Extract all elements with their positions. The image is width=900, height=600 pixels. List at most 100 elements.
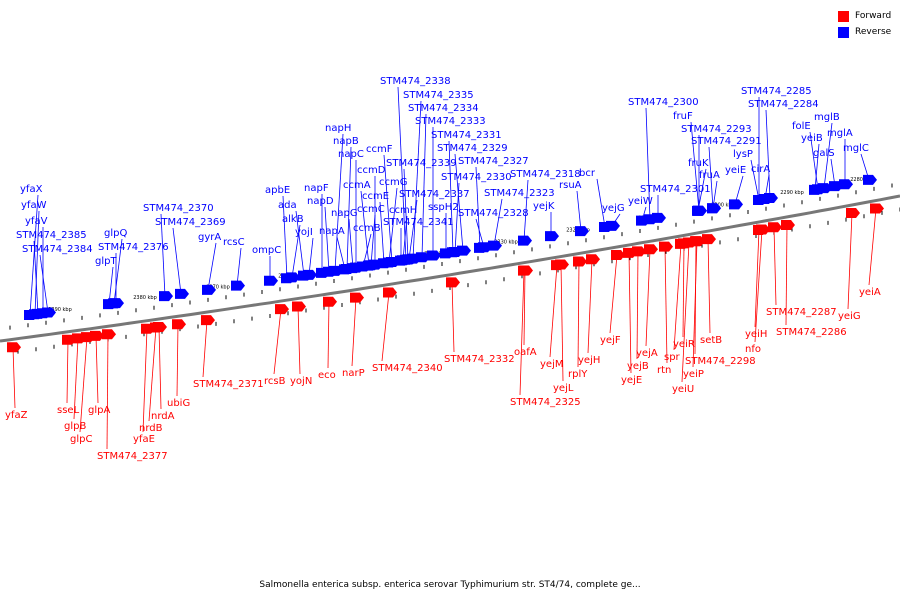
leader-line: [273, 309, 282, 375]
scale-label: 2330 kbp: [494, 240, 518, 246]
gene-arrow-stm474-2340: [383, 287, 397, 298]
leader-line: [73, 338, 79, 420]
gene-arrow-mglc: [863, 174, 877, 185]
leader-line: [609, 254, 618, 334]
gene-label-yeia: yeiA: [859, 287, 881, 298]
gene-label-glpb: glpB: [64, 421, 86, 432]
leader-line: [348, 218, 354, 269]
gene-arrow-stm474-2318: [518, 235, 532, 246]
gene-label-stm474-2298: STM474_2298: [685, 356, 756, 367]
forward-genes-group: yfaZ sseLglpBglpCglpASTM474_2377yfaEnrdBn…: [5, 203, 884, 462]
gene-label-ccmd: ccmD: [357, 165, 386, 176]
gene-arrow-stm474-2384: [42, 307, 56, 318]
gene-label-yfaz: yfaZ: [5, 410, 28, 421]
leader-line: [493, 198, 503, 246]
leader-line: [297, 306, 301, 375]
gene-label-stm474-2328: STM474_2328: [458, 208, 529, 219]
gene-label-ccmf: ccmF: [366, 144, 393, 155]
leader-line: [454, 182, 460, 252]
scale-label: 2370 kbp: [206, 284, 230, 290]
gene-label-narp: narP: [342, 368, 365, 379]
gene-label-ccmh: ccmH: [389, 205, 417, 216]
leader-line: [39, 254, 49, 313]
gene-label-ssel: sseL: [57, 405, 80, 416]
gene-label-stm474-2340: STM474_2340: [372, 363, 443, 374]
legend-forward: Forward: [838, 8, 900, 24]
gene-label-ada: ada: [278, 200, 297, 211]
gene-label-yejb: yejB: [627, 361, 649, 372]
gene-label-stm474-2333: STM474_2333: [415, 116, 486, 127]
scale-label: 2380 kbp: [133, 295, 157, 301]
gene-label-ccma: ccmA: [343, 180, 371, 191]
leader-line: [324, 206, 330, 272]
gene-label-bcr: bcr: [579, 168, 596, 179]
gene-label-stm474-2384: STM474_2384: [22, 244, 93, 255]
gene-label-yeip: yeiP: [683, 369, 704, 380]
leader-line: [308, 237, 314, 275]
leader-line: [690, 121, 700, 211]
leader-line: [560, 264, 564, 382]
legend-reverse-label: Reverse: [855, 27, 892, 37]
gene-label-stm474-2318: STM474_2318: [510, 169, 581, 180]
leader-line: [160, 213, 166, 297]
gene-arrow-yeib: [809, 184, 823, 195]
gene-arrow-stm474-2337: [403, 254, 417, 265]
gene-label-yeja: yejA: [636, 348, 658, 359]
leader-line: [451, 282, 455, 353]
scale-label: 2290 kbp: [780, 190, 804, 196]
gene-label-yeie: yeiE: [725, 165, 746, 176]
leader-line: [628, 252, 632, 374]
leader-line: [636, 251, 639, 360]
leader-line: [12, 347, 16, 409]
leader-line: [113, 238, 123, 304]
gene-label-stm474-2376: STM474_2376: [98, 242, 169, 253]
leader-line: [172, 227, 182, 294]
leader-line: [645, 107, 651, 220]
gene-label-yoji: yojI: [295, 227, 313, 238]
gene-label-ccmb: ccmB: [353, 223, 381, 234]
gene-label-rtn: rtn: [657, 365, 671, 376]
leader-line: [388, 187, 398, 263]
gene-label-yejm: yejM: [540, 359, 563, 370]
leader-line: [362, 233, 372, 267]
gene-label-glpc: glpC: [70, 434, 92, 445]
gene-arrow-stm474-2300: [644, 214, 658, 225]
leader-line: [34, 210, 40, 315]
gene-label-napg: napG: [331, 208, 358, 219]
leader-line: [79, 337, 88, 433]
gene-arrow-narp: [350, 292, 364, 303]
gene-arrow-stm474-2377: [102, 329, 116, 340]
gene-label-yfav: yfaV: [25, 216, 48, 227]
gene-label-glpq: glpQ: [104, 228, 127, 239]
leader-line: [664, 246, 668, 364]
figure-caption: Salmonella enterica subsp. enterica sero…: [259, 580, 641, 590]
gene-arrow-mgla: [839, 179, 853, 190]
gene-arrow-eco: [323, 296, 337, 307]
leader-line: [142, 328, 148, 433]
gene-label-yejk: yejK: [533, 201, 555, 212]
gene-arrow-yeig: [846, 207, 860, 218]
leader-line: [95, 335, 99, 404]
leader-line: [673, 243, 682, 351]
leader-line: [707, 239, 711, 334]
gene-label-nfo: nfo: [745, 344, 761, 355]
gene-label-frua: fruA: [699, 170, 720, 181]
gene-label-stm474-2323: STM474_2323: [484, 188, 555, 199]
gene-arrow-glpa: [90, 330, 104, 341]
leader-line: [295, 210, 305, 276]
leader-line: [765, 109, 771, 199]
gene-label-ccmg: ccmG: [379, 177, 408, 188]
gene-label-stm474-2338: STM474_2338: [380, 76, 451, 87]
leader-line: [868, 208, 877, 286]
gene-label-glpa: glpA: [88, 405, 110, 416]
gene-arrow-stm474-2284: [764, 193, 778, 204]
gene-label-stm474-2337: STM474_2337: [399, 189, 470, 200]
gene-arrow-naph: [329, 265, 343, 276]
leader-line: [66, 339, 69, 404]
leader-line: [576, 190, 582, 232]
gene-label-stm474-2287: STM474_2287: [766, 307, 837, 318]
gene-label-naph: napH: [325, 123, 351, 134]
legend: Forward Reverse: [838, 8, 900, 40]
reverse-swatch: [838, 26, 849, 38]
